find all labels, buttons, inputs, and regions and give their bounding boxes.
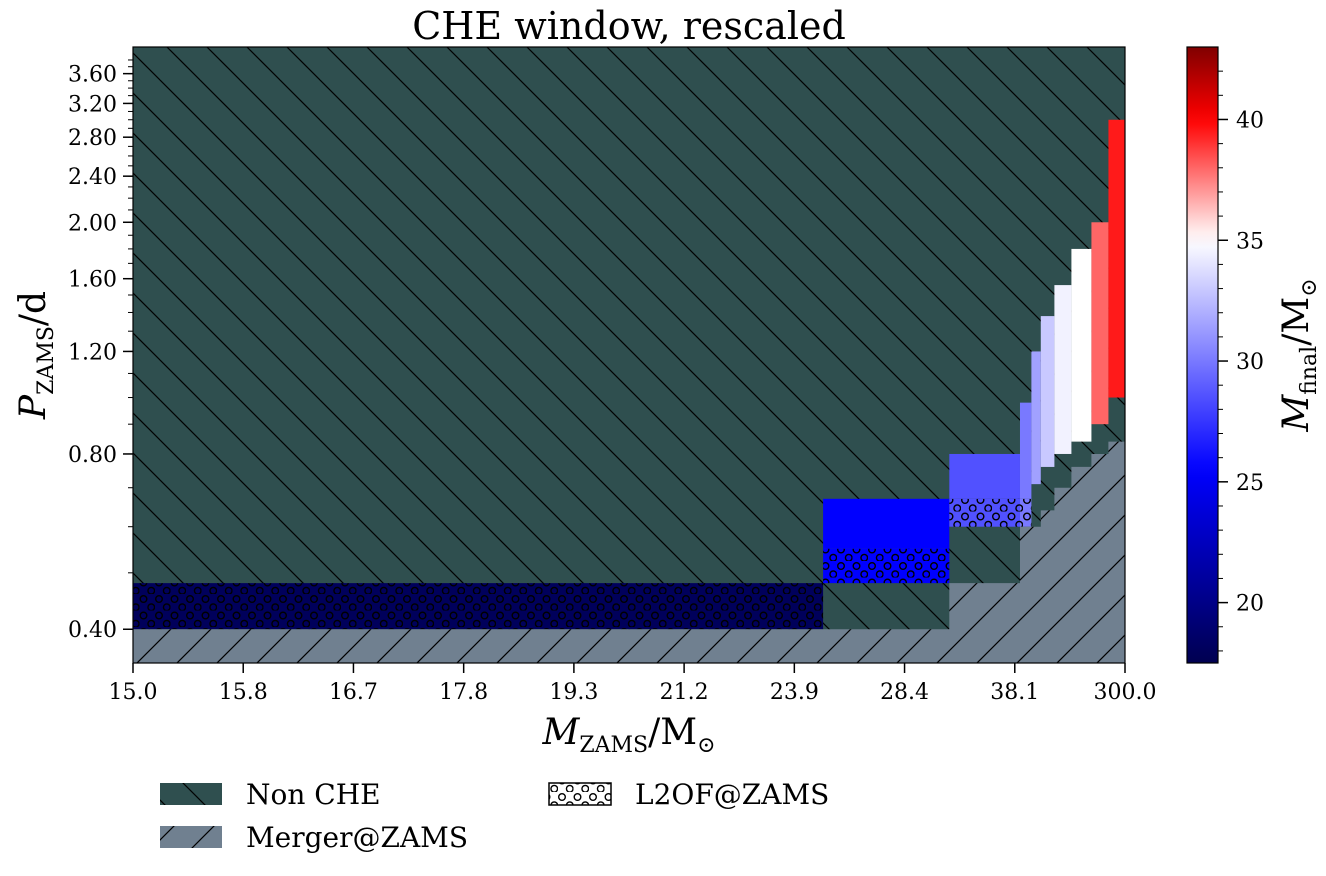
l2of-hatch-3 [949,498,1020,527]
legend: Non CHE Merger@ZAMS L2OF@ZAMS [160,778,829,854]
x-axis-label: MZAMS/M⊙ [541,712,715,758]
y-axis-label: PZAMS/d [13,291,59,420]
cbar-label-subscript: final [1297,346,1322,395]
x-label-symbol: M [541,712,580,753]
x-tick-label: 16.7 [329,680,378,705]
y-tick-label: 3.20 [68,92,117,117]
x-label-unit-sub: ⊙ [697,733,715,758]
heatmap-cell-2 [823,498,950,549]
y-label-symbol: P [13,394,54,420]
y-tick-label: 3.60 [68,63,117,88]
y-axis: 0.40 0.80 1.20 1.60 2.00 2.40 2.80 3.20 3.60 [68,59,133,643]
legend-label: Non CHE [246,778,381,811]
legend-swatch-non-che-hatch [160,783,222,805]
colorbar-tick-label: 40 [1236,108,1264,133]
heatmap-cell-11 [1091,222,1109,425]
y-label-subscript: ZAMS [34,326,59,395]
chart-title: CHE window, rescaled [412,4,846,48]
x-tick-label: 28.4 [880,680,929,705]
cbar-label-symbol: M [1276,394,1317,433]
non-che-hatch [133,47,1125,663]
legend-label: Merger@ZAMS [246,821,468,854]
x-tick-label: 23.9 [770,680,819,705]
x-tick-label: 38.1 [990,680,1039,705]
x-tick-label: 21.2 [660,680,709,705]
x-tick-label: 17.8 [439,680,488,705]
colorbar-tick-label: 25 [1236,471,1264,496]
legend-swatch-merger-hatch [160,826,222,848]
y-tick-label: 1.60 [68,268,117,293]
heatmap-cell-6 [1019,402,1032,499]
cells-layer [133,119,1125,630]
x-tick-label: 300.0 [1094,680,1157,705]
heatmap-cell-12 [1108,119,1125,398]
l2of-hatch-1 [823,548,950,584]
heatmap-cell-7 [1031,351,1041,485]
colorbar-ticks: 20 25 30 35 40 [1218,70,1264,652]
merger-hatch [133,424,1125,663]
x-label-unit: /M [648,712,697,753]
x-tick-label: 19.3 [549,680,598,705]
y-tick-label: 0.40 [68,618,117,643]
heatmap-cell-10 [1071,248,1092,442]
x-tick-label: 15.8 [219,680,268,705]
x-axis: 15.0 15.8 16.7 17.8 19.3 21.2 23.9 28.4 38.1 300.… [109,663,1157,705]
l2of-hatch-0 [133,583,824,630]
x-tick-label: 15.0 [109,680,158,705]
y-tick-label: 2.00 [68,211,117,236]
legend-label: L2OF@ZAMS [635,778,829,811]
colorbar-tick-label: 35 [1236,229,1264,254]
colorbar-tick-label: 30 [1236,350,1264,375]
y-tick-label: 2.40 [68,165,117,190]
colorbar: 20 25 30 35 40 Mfinal/M⊙ [1186,46,1322,664]
legend-swatch-l2of-circles [549,783,611,805]
l2of-hatch-5 [1019,498,1032,527]
y-tick-label: 2.80 [68,126,117,151]
heatmap-cell-4 [949,453,1020,499]
y-label-unit: /d [13,291,54,326]
y-tick-label: 1.20 [68,340,117,365]
cbar-label-unit: /M [1276,297,1317,346]
plot-frame [132,46,1126,664]
cbar-label-unit-sub: ⊙ [1297,278,1322,296]
colorbar-label: Mfinal/M⊙ [1276,278,1322,432]
x-label-subscript: ZAMS [579,733,648,758]
colorbar-gradient [1186,46,1219,664]
heatmap-cell-8 [1040,316,1055,467]
colorbar-tick-label: 20 [1236,592,1264,617]
heatmap-cell-9 [1054,285,1072,454]
y-tick-label: 0.80 [68,443,117,468]
plot-area [133,47,1125,663]
